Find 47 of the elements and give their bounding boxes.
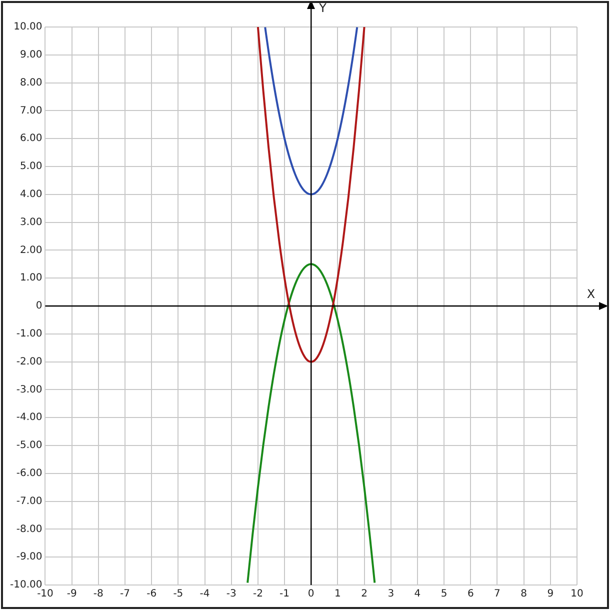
y-tick-label: -1.00	[16, 328, 42, 340]
x-tick-label: 10	[570, 588, 584, 600]
x-tick-label: -6	[146, 588, 157, 600]
x-tick-label: 6	[467, 588, 474, 600]
y-tick-label: -8.00	[16, 524, 42, 535]
y-tick-label: 6.00	[20, 133, 42, 144]
y-tick-label: 7.00	[20, 105, 42, 116]
x-tick-label: 7	[494, 588, 500, 600]
x-tick-label: -1	[280, 588, 290, 600]
x-tick-label: -8	[93, 588, 104, 600]
line-series	[246, 263, 376, 584]
x-tick-label: 2	[361, 588, 368, 600]
x-tick-label: -5	[173, 588, 184, 600]
line-series	[264, 27, 358, 196]
x-axis-title: X	[586, 287, 596, 302]
y-tick-label: -2.00	[16, 356, 42, 368]
x-tick-label: 1	[334, 588, 341, 600]
line-series	[256, 27, 366, 363]
y-tick-label: 1.00	[20, 272, 42, 284]
y-tick-label: -10.00	[10, 580, 42, 591]
y-tick-label: 4.00	[20, 188, 42, 200]
y-tick-label: 0	[36, 300, 42, 312]
y-tick-label: 2.00	[20, 244, 42, 256]
x-tick-label: -7	[120, 588, 130, 600]
x-tick-label: -4	[200, 588, 210, 600]
y-tick-label: 10.00	[14, 22, 42, 33]
y-tick-label: 3.00	[20, 216, 42, 228]
y-tick-label: 5.00	[20, 161, 42, 172]
y-tick-label: -7.00	[16, 496, 42, 507]
x-tick-label: 9	[547, 588, 554, 600]
y-tick-label: -3.00	[16, 384, 42, 396]
x-tick-label: -2	[252, 588, 263, 600]
x-tick-label: -3	[226, 588, 236, 600]
y-tick-label: 9.00	[20, 49, 42, 60]
x-tick-label: 0	[308, 588, 314, 600]
x-tick-label: -9	[66, 588, 77, 600]
x-tick-label: -10	[37, 588, 54, 600]
x-tick-label: 3	[388, 588, 394, 600]
y-tick-label: -6.00	[16, 468, 42, 479]
y-axis-title: Y	[318, 1, 328, 16]
y-tick-label: -4.00	[16, 412, 42, 424]
x-tick-label: 4	[414, 588, 421, 600]
x-tick-label: 8	[520, 588, 528, 600]
y-tick-label: -9.00	[16, 552, 42, 563]
x-tick-label: 5	[440, 588, 448, 600]
y-tick-label: 8.00	[20, 77, 42, 88]
y-tick-label: -5.00	[16, 440, 42, 452]
